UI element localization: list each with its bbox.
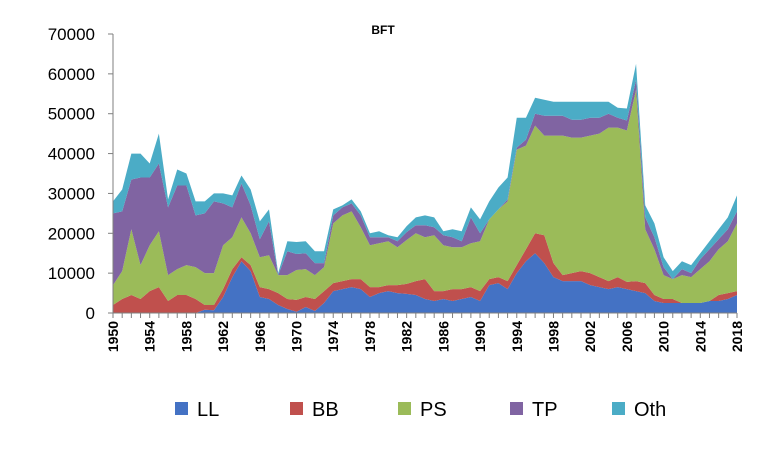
legend-label-ps: PS	[420, 399, 447, 421]
x-tick-label: 1954	[142, 321, 158, 352]
legend-swatch-ps	[398, 402, 411, 415]
y-tick-label: 0	[86, 304, 95, 323]
legend-swatch-bb	[290, 402, 303, 415]
x-tick-label: 1974	[325, 321, 341, 352]
legend-label-bb: BB	[312, 399, 339, 421]
area-ps	[113, 89, 737, 306]
x-tick-label: 1986	[435, 321, 451, 352]
x-tick-label: 1962	[215, 321, 231, 352]
x-tick-label: 2014	[692, 321, 708, 352]
y-tick-label: 50000	[48, 105, 95, 124]
x-tick-label: 2018	[729, 321, 745, 352]
y-tick-label: 60000	[48, 65, 95, 84]
x-tick-label: 1990	[472, 321, 488, 352]
y-tick-label: 10000	[48, 264, 95, 283]
y-tick-label: 20000	[48, 224, 95, 243]
x-tick-label: 1994	[509, 321, 525, 352]
x-tick-label: 2010	[656, 321, 672, 352]
x-tick-label: 1998	[546, 321, 562, 352]
x-tick-label: 1978	[362, 321, 378, 352]
area-oth	[113, 63, 737, 280]
area-ll	[113, 253, 737, 313]
y-tick-label: 40000	[48, 145, 95, 164]
area-tp	[113, 79, 737, 286]
x-tick-label: 1966	[252, 321, 268, 352]
legend-label-oth: Oth	[634, 399, 666, 421]
y-axis-ticks: 0 10000 20000 30000 40000 50000 60000 70000	[48, 25, 113, 323]
y-tick-label: 30000	[48, 184, 95, 203]
legend-label-ll: LL	[197, 399, 219, 421]
x-tick-label: 1982	[399, 321, 415, 352]
y-tick-label: 70000	[48, 25, 95, 44]
series-areas	[113, 63, 737, 313]
legend-swatch-ll	[175, 402, 188, 415]
x-tick-label: 1958	[178, 321, 194, 352]
x-axis-ticks: 1950 1954 1958 1962 1966 1970 1974 1978 1982 1986…	[105, 313, 745, 352]
x-tick-label: 2002	[582, 321, 598, 352]
legend-swatch-tp	[510, 402, 523, 415]
legend-label-tp: TP	[532, 399, 558, 421]
x-tick-label: 1970	[289, 321, 305, 352]
legend-swatch-oth	[612, 402, 625, 415]
x-tick-label: 1950	[105, 321, 121, 352]
x-tick-label: 2006	[619, 321, 635, 352]
legend: LL BB PS TP Oth	[175, 399, 666, 421]
chart-title: BFT	[371, 23, 395, 37]
area-bb	[113, 233, 737, 313]
